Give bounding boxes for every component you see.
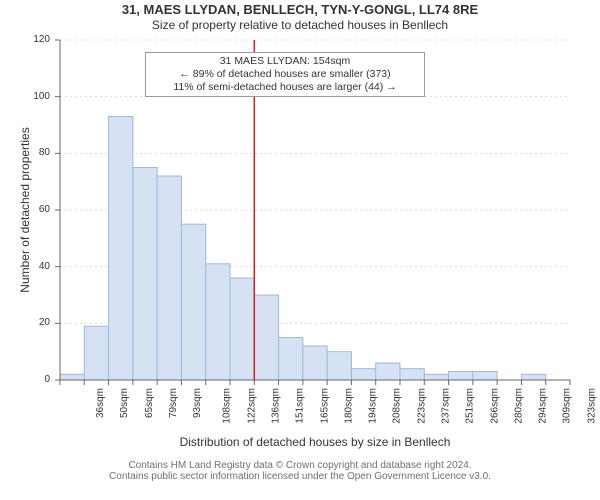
- y-tick-label: 40: [0, 261, 50, 272]
- x-tick-label: 36sqm: [95, 388, 106, 418]
- x-tick-label: 65sqm: [144, 388, 155, 418]
- x-tick-label: 223sqm: [416, 388, 427, 424]
- x-tick-label: 93sqm: [192, 388, 203, 418]
- x-tick-label: 122sqm: [246, 388, 257, 424]
- annotation-line-1: 31 MAES LLYDAN: 154sqm: [150, 55, 420, 68]
- x-axis-label: Distribution of detached houses by size …: [60, 435, 570, 449]
- footer-line-1: Contains HM Land Registry data © Crown c…: [0, 460, 600, 471]
- x-tick-label: 323sqm: [586, 388, 597, 424]
- x-tick-label: 280sqm: [513, 388, 524, 424]
- y-tick-label: 80: [0, 147, 50, 158]
- marker-annotation: 31 MAES LLYDAN: 154sqm ← 89% of detached…: [145, 52, 425, 97]
- chart-subtitle: Size of property relative to detached ho…: [0, 18, 600, 32]
- x-tick-label: 165sqm: [319, 388, 330, 424]
- y-tick-label: 20: [0, 317, 50, 328]
- x-tick-label: 294sqm: [538, 388, 549, 424]
- x-tick-label: 108sqm: [222, 388, 233, 424]
- x-tick-label: 194sqm: [368, 388, 379, 424]
- chart-title: 31, MAES LLYDAN, BENLLECH, TYN-Y-GONGL, …: [0, 2, 600, 17]
- annotation-line-3: 11% of semi-detached houses are larger (…: [150, 81, 420, 94]
- footer: Contains HM Land Registry data © Crown c…: [0, 460, 600, 482]
- x-tick-label: 136sqm: [271, 388, 282, 424]
- footer-line-2: Contains public sector information licen…: [0, 471, 600, 482]
- y-tick-label: 100: [0, 91, 50, 102]
- x-tick-label: 237sqm: [441, 388, 452, 424]
- annotation-line-2: ← 89% of detached houses are smaller (37…: [150, 68, 420, 81]
- x-tick-label: 251sqm: [465, 388, 476, 424]
- x-tick-label: 180sqm: [343, 388, 354, 424]
- x-tick-label: 309sqm: [562, 388, 573, 424]
- x-tick-label: 50sqm: [119, 388, 130, 418]
- x-tick-label: 151sqm: [295, 388, 306, 424]
- y-tick-label: 120: [0, 34, 50, 45]
- y-tick-label: 60: [0, 204, 50, 215]
- x-tick-label: 266sqm: [489, 388, 500, 424]
- y-tick-label: 0: [0, 374, 50, 385]
- x-tick-label: 208sqm: [392, 388, 403, 424]
- x-tick-label: 79sqm: [168, 388, 179, 418]
